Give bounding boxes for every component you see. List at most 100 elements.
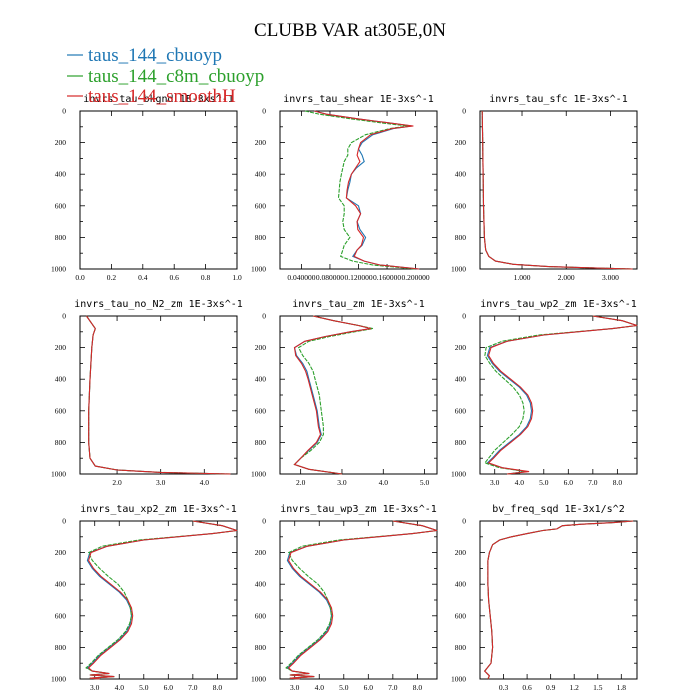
series-line-taus_144_smoothH: [86, 315, 231, 475]
series-line-taus_144_c8m_cbuoyp: [483, 520, 634, 680]
y-tick-label: 0: [62, 517, 66, 526]
x-tick-label: 1.5: [593, 683, 603, 692]
y-tick-label: 800: [455, 233, 467, 242]
x-tick-label: 3.0: [337, 478, 347, 487]
x-tick-label: 3.0: [156, 478, 166, 487]
y-tick-label: 600: [55, 406, 67, 415]
x-tick-label: 3.0: [90, 683, 100, 692]
y-tick-label: 400: [255, 375, 267, 384]
y-tick-label: 0: [462, 107, 466, 116]
y-tick-label: 800: [55, 233, 67, 242]
x-tick-label: 1.0: [232, 273, 242, 282]
y-tick-label: 600: [455, 611, 467, 620]
y-tick-label: 400: [455, 375, 467, 384]
x-tick-label: 6.0: [364, 683, 374, 692]
x-tick-label: 0.2: [107, 273, 117, 282]
x-tick-label: 4.0: [200, 478, 210, 487]
x-tick-label: 8.0: [613, 478, 623, 487]
y-tick-label: 0: [462, 312, 466, 321]
series-line-taus_144_c8m_cbuoyp: [86, 315, 231, 475]
y-tick-label: 800: [55, 438, 67, 447]
plot-frame: [79, 315, 238, 475]
x-tick-label: 7.0: [188, 683, 198, 692]
panel-title: invrs_tau_sfc 1E-3xs^-1: [489, 94, 627, 105]
x-tick-label: 6.0: [164, 683, 174, 692]
series-line-taus_144_smoothH: [487, 315, 638, 475]
legend-item-cbuoyp: taus_144_cbuoyp: [67, 45, 222, 66]
y-tick-label: 0: [62, 312, 66, 321]
x-tick-label: 6.0: [564, 478, 574, 487]
y-tick-label: 600: [255, 611, 267, 620]
series-line-taus_144_cbuoyp: [86, 315, 231, 475]
series-line-taus_144_c8m_cbuoyp: [85, 520, 238, 680]
panel-title: invrs_tau_bkgnd 1E-3xs^-1: [83, 94, 234, 105]
x-tick-label: 1.8: [617, 683, 627, 692]
x-tick-label: 4.0: [115, 683, 125, 692]
y-tick-label: 200: [55, 343, 67, 352]
plot-frame: [279, 110, 438, 270]
x-tick-label: 0.9: [546, 683, 556, 692]
y-tick-label: 0: [262, 312, 266, 321]
panel-1: invrs_tau_bkgnd 1E-3xs^-1 0 200 400 600 800 10…: [51, 94, 242, 282]
plot-frame: [279, 520, 438, 680]
panel-5: invrs_tau_zm 1E-3xs^-1 0 200 400 600 800 1000 2…: [251, 299, 438, 487]
y-tick-label: 800: [255, 233, 267, 242]
y-tick-label: 600: [455, 201, 467, 210]
y-tick-label: 400: [455, 580, 467, 589]
x-tick-label: 5.0: [139, 683, 149, 692]
y-tick-label: 1000: [451, 675, 466, 684]
x-tick-label: 0.6: [522, 683, 532, 692]
series-line-taus_144_cbuoyp: [481, 110, 633, 270]
panel-8: invrs_tau_wp3_zm 1E-3xs^-1 0 200 400 600 800 1…: [251, 504, 438, 692]
x-tick-label: 3.000: [602, 273, 619, 282]
y-tick-label: 200: [55, 548, 67, 557]
y-tick-label: 800: [455, 438, 467, 447]
x-tick-label: 0.6: [170, 273, 180, 282]
panel-title: invrs_tau_shear 1E-3xs^-1: [283, 94, 434, 105]
panel-title: invrs_tau_wp2_zm 1E-3xs^-1: [480, 299, 637, 310]
y-tick-label: 600: [255, 406, 267, 415]
y-tick-label: 400: [55, 580, 67, 589]
y-tick-label: 400: [455, 170, 467, 179]
x-tick-label: 0.4: [138, 273, 148, 282]
x-tick-label: 0.080000: [316, 273, 344, 282]
x-tick-label: 4.0: [515, 478, 525, 487]
y-tick-label: 200: [455, 343, 467, 352]
y-tick-label: 600: [455, 406, 467, 415]
figure-title: CLUBB VAR at305E,0N: [254, 20, 446, 41]
x-tick-label: 2.0: [296, 478, 306, 487]
y-tick-label: 1000: [251, 470, 266, 479]
x-tick-label: 7.0: [588, 478, 598, 487]
panel-title: invrs_tau_xp2_zm 1E-3xs^-1: [80, 504, 237, 515]
x-tick-label: 7.0: [388, 683, 398, 692]
series-line-taus_144_smoothH: [483, 520, 634, 680]
legend-item-c8m-cbuoyp: taus_144_c8m_cbuoyp: [67, 66, 264, 87]
y-tick-label: 1000: [451, 470, 466, 479]
series-line-taus_144_c8m_cbuoyp: [293, 315, 374, 475]
y-tick-label: 1000: [51, 265, 66, 274]
panel-title: bv_freq_sqd 1E-3x1/s^2: [492, 504, 624, 515]
y-tick-label: 200: [255, 343, 267, 352]
series-line-taus_144_smoothH: [314, 110, 420, 270]
plot-frame: [79, 110, 238, 270]
y-tick-label: 600: [55, 201, 67, 210]
x-tick-label: 1.2: [570, 683, 580, 692]
x-tick-label: 2.000: [558, 273, 575, 282]
y-tick-label: 200: [455, 548, 467, 557]
y-tick-label: 200: [255, 138, 267, 147]
series-line-taus_144_smoothH: [293, 315, 372, 475]
panel-7: invrs_tau_xp2_zm 1E-3xs^-1 0 200 400 600 800 1…: [51, 504, 238, 692]
x-tick-label: 5.0: [539, 478, 549, 487]
plot-frame: [79, 520, 238, 680]
y-tick-label: 400: [55, 170, 67, 179]
series-line-taus_144_c8m_cbuoyp: [285, 520, 438, 680]
x-tick-label: 0.160000: [373, 273, 401, 282]
y-tick-label: 600: [55, 611, 67, 620]
plot-frame: [479, 315, 638, 475]
series-line-taus_144_cbuoyp: [293, 315, 372, 475]
x-tick-label: 5.0: [420, 478, 430, 487]
x-tick-label: 0.040000: [287, 273, 315, 282]
x-tick-label: 8.0: [213, 683, 223, 692]
x-tick-label: 2.0: [112, 478, 122, 487]
y-tick-label: 1000: [251, 675, 266, 684]
